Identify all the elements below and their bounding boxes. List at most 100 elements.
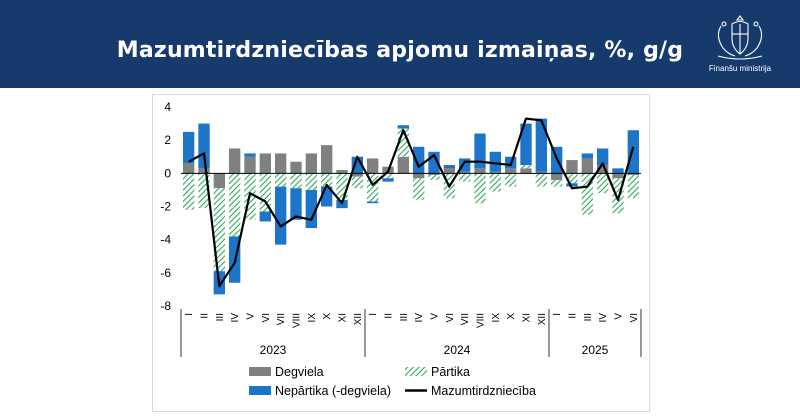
year-label: 2023 [260,343,287,357]
bar-partika [596,173,609,194]
bar-degviela [336,170,348,174]
bar-nepartika [274,186,287,245]
legend-degviela-swatch [249,367,271,376]
bar-degviela [458,171,471,174]
bar-nepartika [612,168,624,174]
year-label: 2024 [444,343,471,357]
x-tick-label: VI [445,313,456,322]
bar-nepartika [397,125,410,129]
header-banner: Mazumtirdzniecības apjomu izmaiņas, %, g… [0,0,800,88]
x-tick-label: VIII [476,313,487,328]
y-tick-label: -6 [160,266,171,280]
bar-nepartika [581,153,594,159]
bar-degviela [213,173,226,189]
bar-degviela [320,145,333,174]
x-tick-label: VI [261,313,272,322]
x-tick-label: V [614,313,625,320]
bar-degviela [274,153,287,174]
bar-degviela [259,153,272,174]
legend-nepartika-swatch [249,386,271,395]
x-tick-label: XII [537,313,548,325]
bar-degviela [198,168,210,174]
bar-partika [213,188,226,272]
x-tick-label: X [506,313,517,320]
bar-nepartika [566,183,578,187]
bar-nepartika [596,148,609,166]
y-tick-label: 2 [164,133,171,147]
x-tick-label: IV [414,313,425,323]
x-tick-label: V [246,313,257,320]
bar-nepartika [366,201,379,204]
bar-partika [566,173,578,184]
x-tick-label: IV [230,313,241,323]
page-title: Mazumtirdzniecības apjomu izmaiņas, %, g… [116,38,684,63]
bar-partika [198,173,210,209]
x-tick-label: IX [307,313,318,323]
bar-nepartika [182,131,195,164]
bar-nepartika [351,156,364,174]
bar-partika [382,173,394,179]
bar-nepartika [535,118,548,172]
bar-partika [274,173,287,187]
bar-partika [504,173,517,187]
bar-nepartika [198,123,210,169]
bar-nepartika [259,211,272,222]
bar-degviela [489,171,502,174]
bar-partika [550,179,563,187]
bar-degviela [596,165,609,174]
x-tick-label: II [384,313,395,319]
bar-partika [182,173,195,210]
x-tick-label: VII [460,313,471,325]
bar-partika [535,173,548,187]
x-tick-label: IX [491,313,502,323]
bar-partika [520,165,532,169]
bar-degviela [474,168,486,174]
x-tick-label: II [568,313,579,319]
x-tick-label: XI [338,313,349,322]
bar-degviela [428,173,440,175]
bar-nepartika [412,146,425,174]
bar-nepartika [489,151,502,172]
bar-partika [474,173,486,204]
bar-degviela [612,173,624,179]
y-tick-label: 4 [164,100,171,114]
x-tick-label: III [215,313,226,321]
bar-partika [627,174,640,199]
x-tick-label: VIII [292,313,303,328]
bar-nepartika [244,153,256,157]
bar-nepartika [428,151,440,174]
bar-nepartika [290,188,302,220]
x-tick-label: IV [598,313,609,323]
bar-degviela [520,168,532,174]
bar-nepartika [382,178,394,182]
bar-degviela [290,161,302,174]
legend-partika-swatch [405,367,427,376]
legend-partika-label: Pārtika [431,365,470,379]
x-tick-label: X [322,313,333,320]
bar-degviela [412,173,425,179]
bar-partika [612,178,624,214]
bar-partika [489,173,502,192]
x-tick-label: VII [276,313,287,325]
bar-degviela [627,173,640,175]
bar-degviela [182,163,195,174]
legend-degviela-label: Degviela [275,365,324,379]
x-tick-label: III [399,313,410,321]
retail-chart: 420-2-4-6-8I II III IV V VI VII VIII IX X XI XII I II… [160,100,642,398]
x-tick-label: II [200,313,211,319]
bar-partika [351,176,364,189]
bar-partika [581,173,594,215]
bar-degviela [397,156,410,174]
x-tick-label: XII [353,313,364,325]
bar-nepartika [474,133,486,169]
bar-degviela [581,158,594,174]
bar-partika [320,173,333,187]
bar-partika [305,173,318,190]
x-tick-label: I [552,313,563,316]
x-tick-label: I [184,313,195,316]
x-tick-label: III [583,313,594,321]
bar-degviela [443,168,456,174]
y-tick-label: -2 [160,200,171,214]
bar-degviela [228,148,241,174]
bar-degviela [550,173,563,180]
